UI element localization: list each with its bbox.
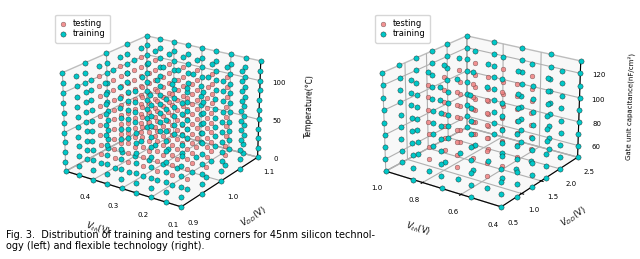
Y-axis label: $V_{DD}$(V): $V_{DD}$(V) [238, 204, 269, 230]
X-axis label: $V_{th}$(V): $V_{th}$(V) [404, 219, 433, 239]
Legend: testing, training: testing, training [376, 15, 430, 42]
X-axis label: $V_{th}$(V): $V_{th}$(V) [84, 219, 113, 239]
Legend: testing, training: testing, training [56, 15, 110, 42]
Y-axis label: $V_{DD}$(V): $V_{DD}$(V) [558, 204, 589, 230]
Text: Fig. 3.  Distribution of training and testing corners for 45nm silicon technol-
: Fig. 3. Distribution of training and tes… [6, 230, 376, 251]
